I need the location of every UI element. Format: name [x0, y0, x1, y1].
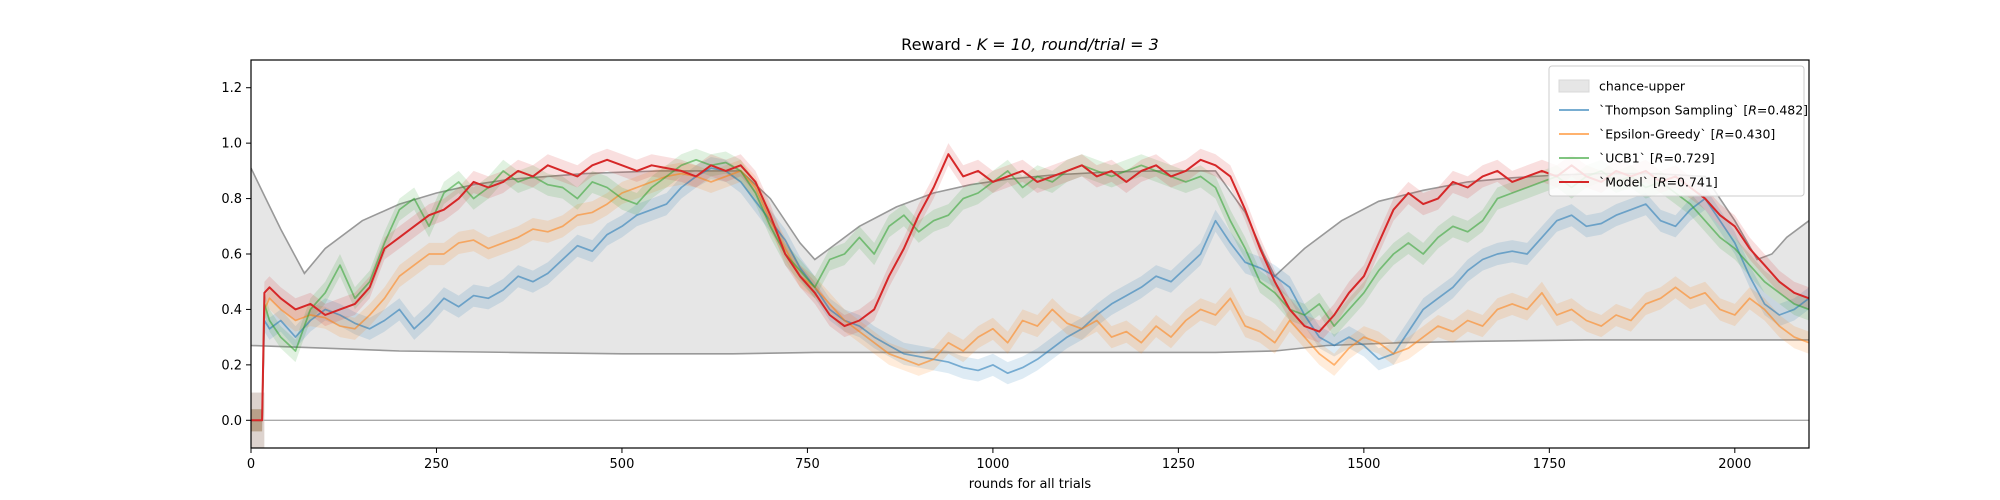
x-tick-label: 750 [795, 457, 820, 472]
x-tick-label: 1500 [1347, 457, 1380, 472]
legend: chance-upper `Thompson Sampling` [R=0.482… [1548, 65, 1808, 197]
y-tick-label: 0.0 [221, 414, 242, 429]
series-line-0 [251, 167, 1809, 422]
legend-swatch-chance-upper [1558, 79, 1590, 93]
y-tick-label: 1.2 [221, 81, 242, 96]
x-tick-label: 500 [610, 457, 635, 472]
chart-title: Reward - K = 10, round/trial = 3 [901, 35, 1159, 54]
chart-title-k: K = 10, [977, 35, 1042, 54]
legend-label-2: `UCB1` [R=0.729] [1599, 151, 1715, 166]
x-tick-label: 1000 [976, 457, 1009, 472]
x-tick-label: 2000 [1718, 457, 1751, 472]
chart-title-round: round/trial = 3 [1041, 35, 1159, 54]
y-tick-label: 1.0 [221, 137, 242, 152]
axes: 0 250 500 750 1000 1250 1500 1750 2000 0.0 0.2 0.4 0… [221, 59, 1810, 472]
x-axis-label: rounds for all trials [969, 477, 1092, 492]
y-tick-label: 0.8 [221, 192, 242, 207]
series-line-2 [251, 158, 1809, 422]
legend-label-0: `Thompson Sampling` [R=0.482] [1599, 103, 1808, 118]
series-line-1 [251, 170, 1809, 422]
series-line-3 [251, 153, 1809, 422]
chart-title-prefix: Reward - [901, 35, 977, 54]
legend-label-1: `Epsilon-Greedy` [R=0.430] [1599, 127, 1775, 142]
y-tick-label: 0.6 [221, 248, 242, 263]
x-tick-label: 1750 [1533, 457, 1566, 472]
x-tick-label: 0 [247, 457, 255, 472]
y-tick-label: 0.4 [221, 303, 242, 318]
x-tick-label: 250 [424, 457, 449, 472]
legend-label-chance-upper: chance-upper [1599, 79, 1686, 94]
y-tick-label: 0.2 [221, 358, 242, 373]
legend-box [1548, 65, 1805, 197]
legend-label-3: `Model` [R=0.741] [1599, 175, 1718, 190]
chance-lower-line [251, 339, 1809, 355]
x-tick-label: 1250 [1162, 457, 1195, 472]
